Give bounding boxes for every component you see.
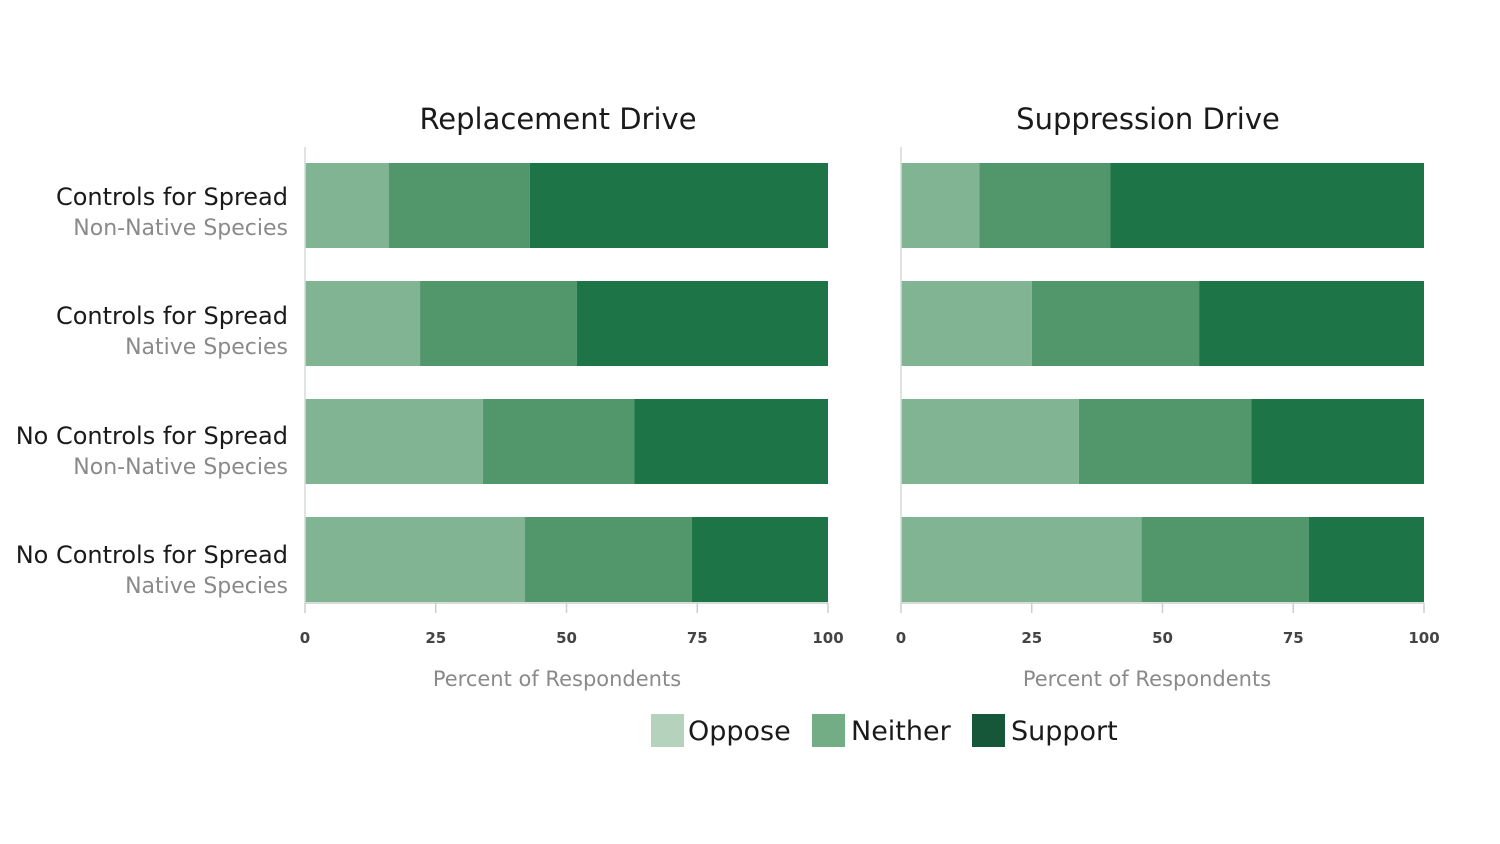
bar-suppression-drive-oppose-2 [901,399,1079,484]
x-tick-label-suppression-drive-50: 50 [1152,629,1173,647]
category-label: No Controls for Spread [16,541,288,569]
bar-replacement-drive-oppose-3 [305,517,525,602]
bar-suppression-drive-neither-1 [1031,281,1200,366]
category-label: No Controls for Spread [16,422,288,450]
x-tick-label-suppression-drive-75: 75 [1283,629,1304,647]
bar-suppression-drive-neither-2 [1078,399,1252,484]
panel-title-replacement: Replacement Drive [419,102,696,136]
bar-suppression-drive-oppose-0 [901,163,980,248]
bar-suppression-drive-support-1 [1199,281,1424,366]
bar-suppression-drive-support-3 [1308,517,1424,602]
x-tick-label-replacement-drive-0: 0 [300,629,310,647]
bar-replacement-drive-support-0 [529,163,828,248]
bar-replacement-drive-neither-0 [388,163,530,248]
category-sublabel: Native Species [125,574,288,599]
category-label: Controls for Spread [56,302,288,330]
x-tick-label-replacement-drive-50: 50 [556,629,577,647]
bar-replacement-drive-neither-3 [524,517,693,602]
x-tick-label-replacement-drive-25: 25 [425,629,446,647]
bar-replacement-drive-neither-2 [482,399,635,484]
legend-swatch-neither [812,714,845,747]
bar-suppression-drive-neither-0 [979,163,1111,248]
category-sublabel: Native Species [125,335,288,360]
x-axis-title-suppression: Percent of Respondents [1023,667,1271,691]
bar-replacement-drive-oppose-0 [305,163,389,248]
category-sublabel: Non-Native Species [73,455,288,480]
category-sublabel: Non-Native Species [73,216,288,241]
x-tick-label-replacement-drive-75: 75 [687,629,708,647]
x-tick-label-suppression-drive-25: 25 [1021,629,1042,647]
bar-replacement-drive-neither-1 [420,281,577,366]
legend-swatch-support [972,714,1005,747]
x-tick-label-suppression-drive-0: 0 [896,629,906,647]
legend-label-neither: Neither [851,716,952,747]
panels-layer: 0 25 50 75 100 0 25 50 75 100 [300,147,1440,647]
bar-suppression-drive-support-0 [1110,163,1424,248]
category-label: Controls for Spread [56,183,288,211]
bar-replacement-drive-support-2 [634,399,828,484]
bar-replacement-drive-support-3 [692,517,828,602]
bar-suppression-drive-neither-3 [1141,517,1309,602]
x-tick-label-suppression-drive-100: 100 [1408,629,1439,647]
bar-suppression-drive-support-2 [1251,399,1424,484]
bar-suppression-drive-oppose-3 [901,517,1142,602]
bar-replacement-drive-oppose-1 [305,281,421,366]
legend: Oppose Neither Support [651,714,1118,747]
panel-title-suppression: Suppression Drive [1016,102,1280,136]
legend-label-support: Support [1011,716,1118,747]
bar-replacement-drive-oppose-2 [305,399,483,484]
legend-swatch-oppose [651,714,684,747]
bar-suppression-drive-oppose-1 [901,281,1032,366]
legend-label-oppose: Oppose [688,716,791,747]
x-tick-label-replacement-drive-100: 100 [812,629,843,647]
x-axis-title-replacement: Percent of Respondents [433,667,681,691]
bar-replacement-drive-support-1 [576,281,828,366]
